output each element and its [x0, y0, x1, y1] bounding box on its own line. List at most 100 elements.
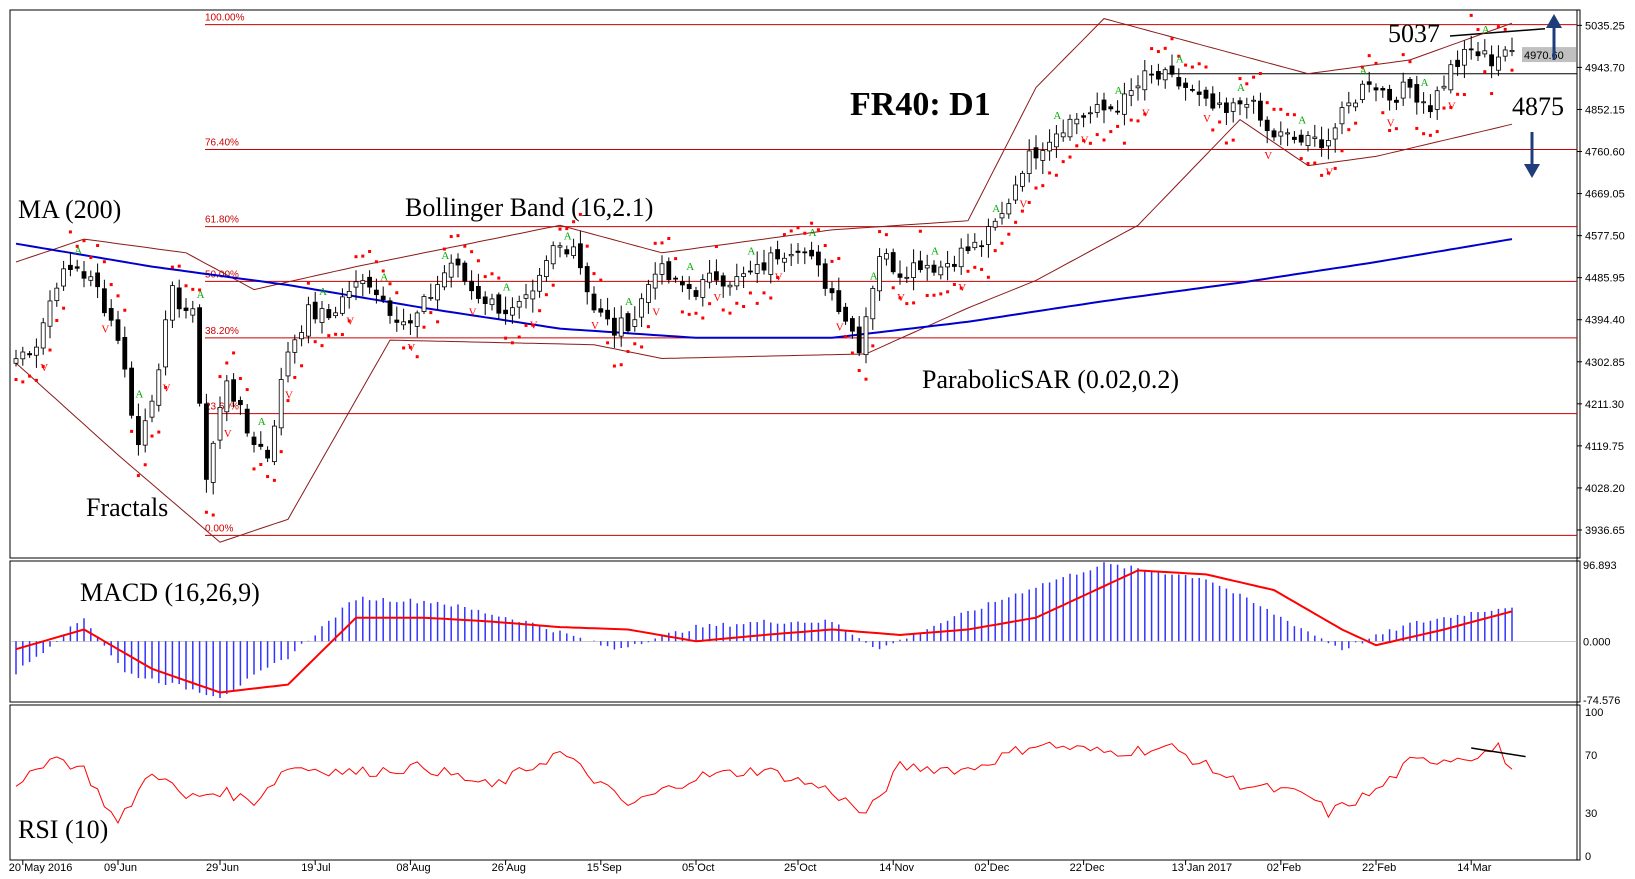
candle [1190, 84, 1195, 93]
sar-dot [1150, 47, 1154, 51]
sar-dot [1483, 70, 1487, 74]
candle-body [1264, 119, 1270, 132]
candle-body [1237, 100, 1243, 105]
sar-dot [1048, 171, 1052, 175]
candle [1312, 124, 1318, 147]
candle [523, 283, 529, 309]
macd-tick-label: -74.576 [1583, 695, 1620, 707]
candle [958, 238, 964, 275]
candle [1387, 84, 1392, 111]
candle-body [986, 226, 991, 245]
candle-body [965, 246, 971, 252]
candle-body [1135, 85, 1141, 89]
candle-body [489, 298, 495, 306]
candle-body [1421, 101, 1426, 104]
sar-dot [1347, 128, 1351, 132]
candle-body [1278, 131, 1284, 137]
candle [1332, 123, 1338, 153]
sar-dot [694, 311, 698, 315]
candle [843, 302, 848, 325]
candle [1278, 121, 1284, 146]
candle-body [231, 379, 237, 402]
sar-dot [905, 302, 909, 306]
sar-dot [565, 227, 569, 231]
sar-dot [225, 361, 229, 365]
candle [965, 233, 971, 255]
candle-body [863, 316, 869, 356]
axes: 5035.25 4943.70 4852.15 4760.60 4669.05 4577.… [9, 20, 1625, 874]
sar-dot [735, 301, 739, 305]
sar-dot [531, 323, 535, 327]
candle-body [850, 318, 855, 332]
sar-dot [959, 286, 963, 290]
candle-body [1339, 107, 1345, 125]
candle [550, 241, 556, 270]
sar-dot [272, 478, 276, 482]
sar-dot [1218, 120, 1222, 124]
date-tick-label: 22 Feb [1362, 862, 1396, 874]
candle-body [748, 270, 753, 273]
sar-dot [177, 264, 181, 268]
candle-body [700, 279, 706, 298]
candle-body [271, 425, 277, 463]
sar-dot [816, 228, 820, 232]
candle [387, 297, 393, 324]
sar-dot [891, 286, 895, 290]
candle-body [373, 289, 379, 296]
candle-body [1366, 81, 1372, 85]
fractal-down-marker: V [1325, 166, 1333, 178]
candle-body [605, 309, 610, 320]
sar-dot [218, 375, 222, 379]
sar-dot [585, 244, 589, 248]
candle-body [612, 317, 617, 336]
sar-dot [1476, 28, 1480, 32]
sar-dot [640, 345, 644, 349]
candle [1020, 170, 1025, 192]
sar-dot [1190, 65, 1194, 69]
fractal-down-marker: V [897, 292, 905, 304]
up-arrow [1546, 14, 1562, 60]
date-tick-label: 25 Oct [784, 862, 816, 874]
candle [285, 342, 291, 383]
bollinger-lower-band [15, 118, 1513, 543]
candle [652, 262, 658, 300]
candle [714, 259, 719, 285]
candle-body [258, 443, 264, 447]
candle [231, 373, 237, 408]
sar-dot [436, 320, 440, 324]
price-tick-label: 3936.65 [1585, 525, 1625, 537]
candle-body [509, 307, 515, 316]
candle [1101, 92, 1107, 124]
sar-dot [82, 239, 86, 243]
sar-dot [1014, 220, 1018, 224]
sar-dot [912, 301, 916, 305]
sar-dot [1333, 166, 1337, 170]
candle-body [945, 263, 950, 268]
date-tick-label: 26 Aug [492, 862, 526, 874]
candle-body [1373, 87, 1379, 91]
fractal-up-marker: A [503, 282, 511, 294]
candle [564, 245, 570, 258]
candle-body [1407, 79, 1413, 88]
price-tick-label: 4577.50 [1585, 231, 1625, 243]
candle-body [1183, 82, 1188, 88]
sar-dot [680, 310, 684, 314]
candle-body [1190, 89, 1195, 91]
candle-body [1176, 77, 1182, 87]
sar-dot [449, 235, 453, 239]
sar-dot [782, 233, 786, 237]
sar-dot [714, 245, 718, 249]
fractal-down-marker: V [530, 320, 538, 332]
fractal-up-marker: A [258, 416, 266, 428]
candle [761, 249, 767, 275]
sar-dot [211, 513, 215, 517]
candle-body [904, 276, 910, 279]
candle [795, 243, 801, 264]
candle [13, 349, 19, 367]
current-price-box [1522, 47, 1576, 63]
candle [850, 315, 855, 339]
candle [639, 293, 644, 328]
sar-dot [41, 365, 45, 369]
candle [1373, 83, 1379, 102]
candle-body [102, 288, 107, 314]
